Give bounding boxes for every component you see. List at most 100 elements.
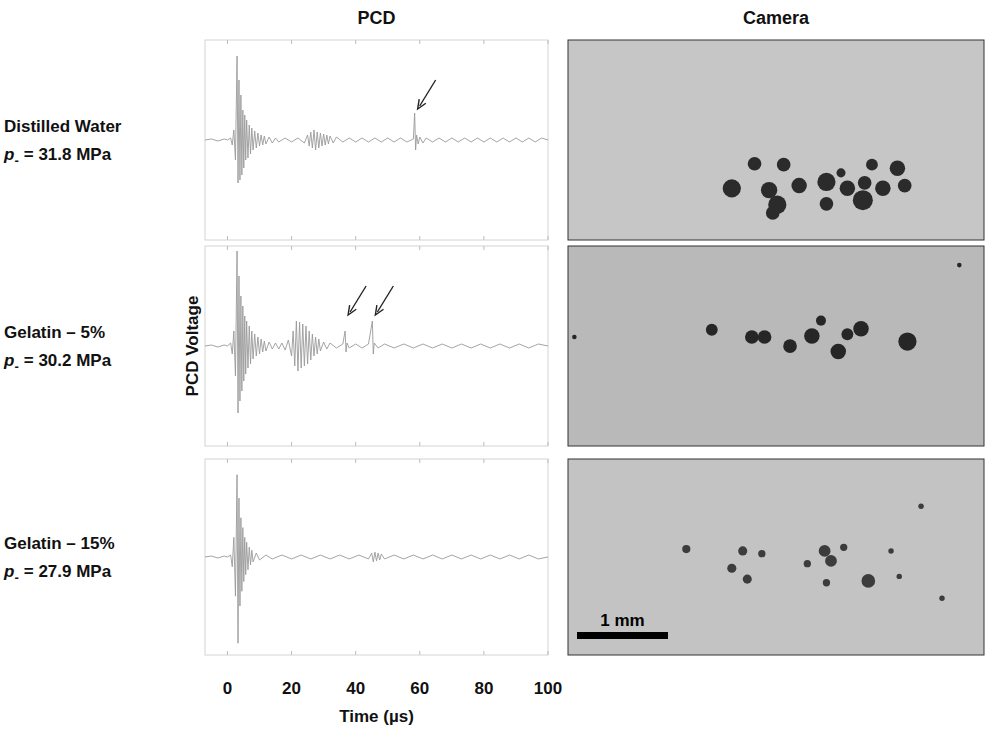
x-tick xyxy=(227,459,228,463)
x-tick xyxy=(548,442,549,446)
plot-frame xyxy=(205,246,548,446)
bubble xyxy=(706,324,718,336)
pcd-trace xyxy=(205,251,548,413)
bubble xyxy=(861,574,875,588)
bubble xyxy=(766,206,780,220)
camera-image xyxy=(568,246,984,446)
x-tick xyxy=(419,40,420,44)
x-tick xyxy=(291,236,292,240)
arrow-shaft xyxy=(420,80,436,106)
row-label: Distilled Water xyxy=(4,117,122,136)
bubble xyxy=(804,560,811,567)
bubble xyxy=(820,197,834,211)
pressure-label: p-= 31.8 MPa xyxy=(3,145,112,168)
bubble-group xyxy=(723,157,912,220)
bubble xyxy=(825,555,837,567)
x-tick xyxy=(419,236,420,240)
x-tick-label: 40 xyxy=(346,679,365,698)
x-tick xyxy=(355,651,356,655)
x-tick xyxy=(355,442,356,446)
x-tick-label: 20 xyxy=(282,679,301,698)
x-tick xyxy=(548,236,549,240)
x-tick xyxy=(291,246,292,250)
bubble xyxy=(738,546,747,555)
bubble xyxy=(897,574,902,579)
bubble xyxy=(745,330,759,344)
bubble xyxy=(841,328,853,340)
pressure-label: p-= 30.2 MPa xyxy=(3,351,112,374)
x-tick xyxy=(355,236,356,240)
bubble xyxy=(853,190,873,210)
pressure-value: = 31.8 MPa xyxy=(24,145,112,164)
pcd-panel xyxy=(205,246,548,446)
figure: PCDCameraDistilled Waterp-= 31.8 MPaGela… xyxy=(0,0,987,739)
x-tick xyxy=(419,442,420,446)
bubble xyxy=(727,564,736,573)
x-tick xyxy=(227,246,228,250)
bubble xyxy=(840,544,847,551)
plot-frame xyxy=(205,459,548,655)
bubble xyxy=(743,575,752,584)
x-tick xyxy=(548,651,549,655)
pressure-symbol: p xyxy=(3,145,14,164)
x-tick-label: 0 xyxy=(223,679,232,698)
x-tick xyxy=(291,459,292,463)
y-axis-title: PCD Voltage xyxy=(183,296,202,397)
bubble xyxy=(823,579,830,586)
bubble xyxy=(758,330,772,344)
bubble xyxy=(866,159,878,171)
camera-panel xyxy=(568,246,984,446)
x-tick xyxy=(483,236,484,240)
pressure-symbol: p xyxy=(3,562,14,581)
pcd-trace xyxy=(205,56,548,183)
x-tick xyxy=(483,442,484,446)
x-axis-title: Time (µs) xyxy=(339,707,414,726)
bubble xyxy=(898,179,912,193)
arrow-shaft xyxy=(350,286,366,312)
bubble xyxy=(819,545,831,557)
bubble xyxy=(791,178,806,193)
x-tick xyxy=(483,246,484,250)
camera-panel xyxy=(568,40,984,240)
x-tick xyxy=(548,246,549,250)
bubble xyxy=(817,173,835,191)
x-tick xyxy=(291,651,292,655)
bubble xyxy=(898,332,916,350)
arrow-head xyxy=(348,305,356,315)
column-title: PCD xyxy=(357,8,395,28)
arrow-shaft xyxy=(377,286,393,312)
pressure-value: = 30.2 MPa xyxy=(24,351,112,370)
bubble-group xyxy=(682,504,945,601)
bubble xyxy=(816,316,826,326)
pressure-symbol: p xyxy=(3,351,14,370)
bubble xyxy=(804,328,819,343)
x-tick xyxy=(227,236,228,240)
row-label: Gelatin – 15% xyxy=(4,534,115,553)
pcd-trace xyxy=(205,475,548,644)
camera-image xyxy=(568,40,984,240)
bubble xyxy=(783,339,797,353)
arrow-head xyxy=(375,305,383,315)
x-tick-label: 60 xyxy=(410,679,429,698)
bubble-group xyxy=(572,263,961,359)
pressure-label: p-= 27.9 MPa xyxy=(3,562,112,585)
camera-panel: 1 mm xyxy=(568,459,984,655)
bubble xyxy=(682,545,690,553)
column-title: Camera xyxy=(743,8,810,28)
data-group xyxy=(205,56,548,183)
pcd-panel: 0 20 40 60 80 100 xyxy=(205,459,562,698)
x-tick-label: 100 xyxy=(534,679,562,698)
pressure-subscript: - xyxy=(14,570,18,585)
x-tick xyxy=(483,651,484,655)
x-tick-label: 80 xyxy=(474,679,493,698)
bubble xyxy=(840,181,855,196)
bubble xyxy=(957,263,962,268)
bubble xyxy=(918,504,923,509)
camera-frame xyxy=(568,459,984,655)
x-tick xyxy=(419,651,420,655)
bubble xyxy=(939,596,944,601)
x-tick xyxy=(291,442,292,446)
bubble xyxy=(890,161,905,176)
pcd-panel xyxy=(205,40,548,240)
x-tick xyxy=(483,459,484,463)
